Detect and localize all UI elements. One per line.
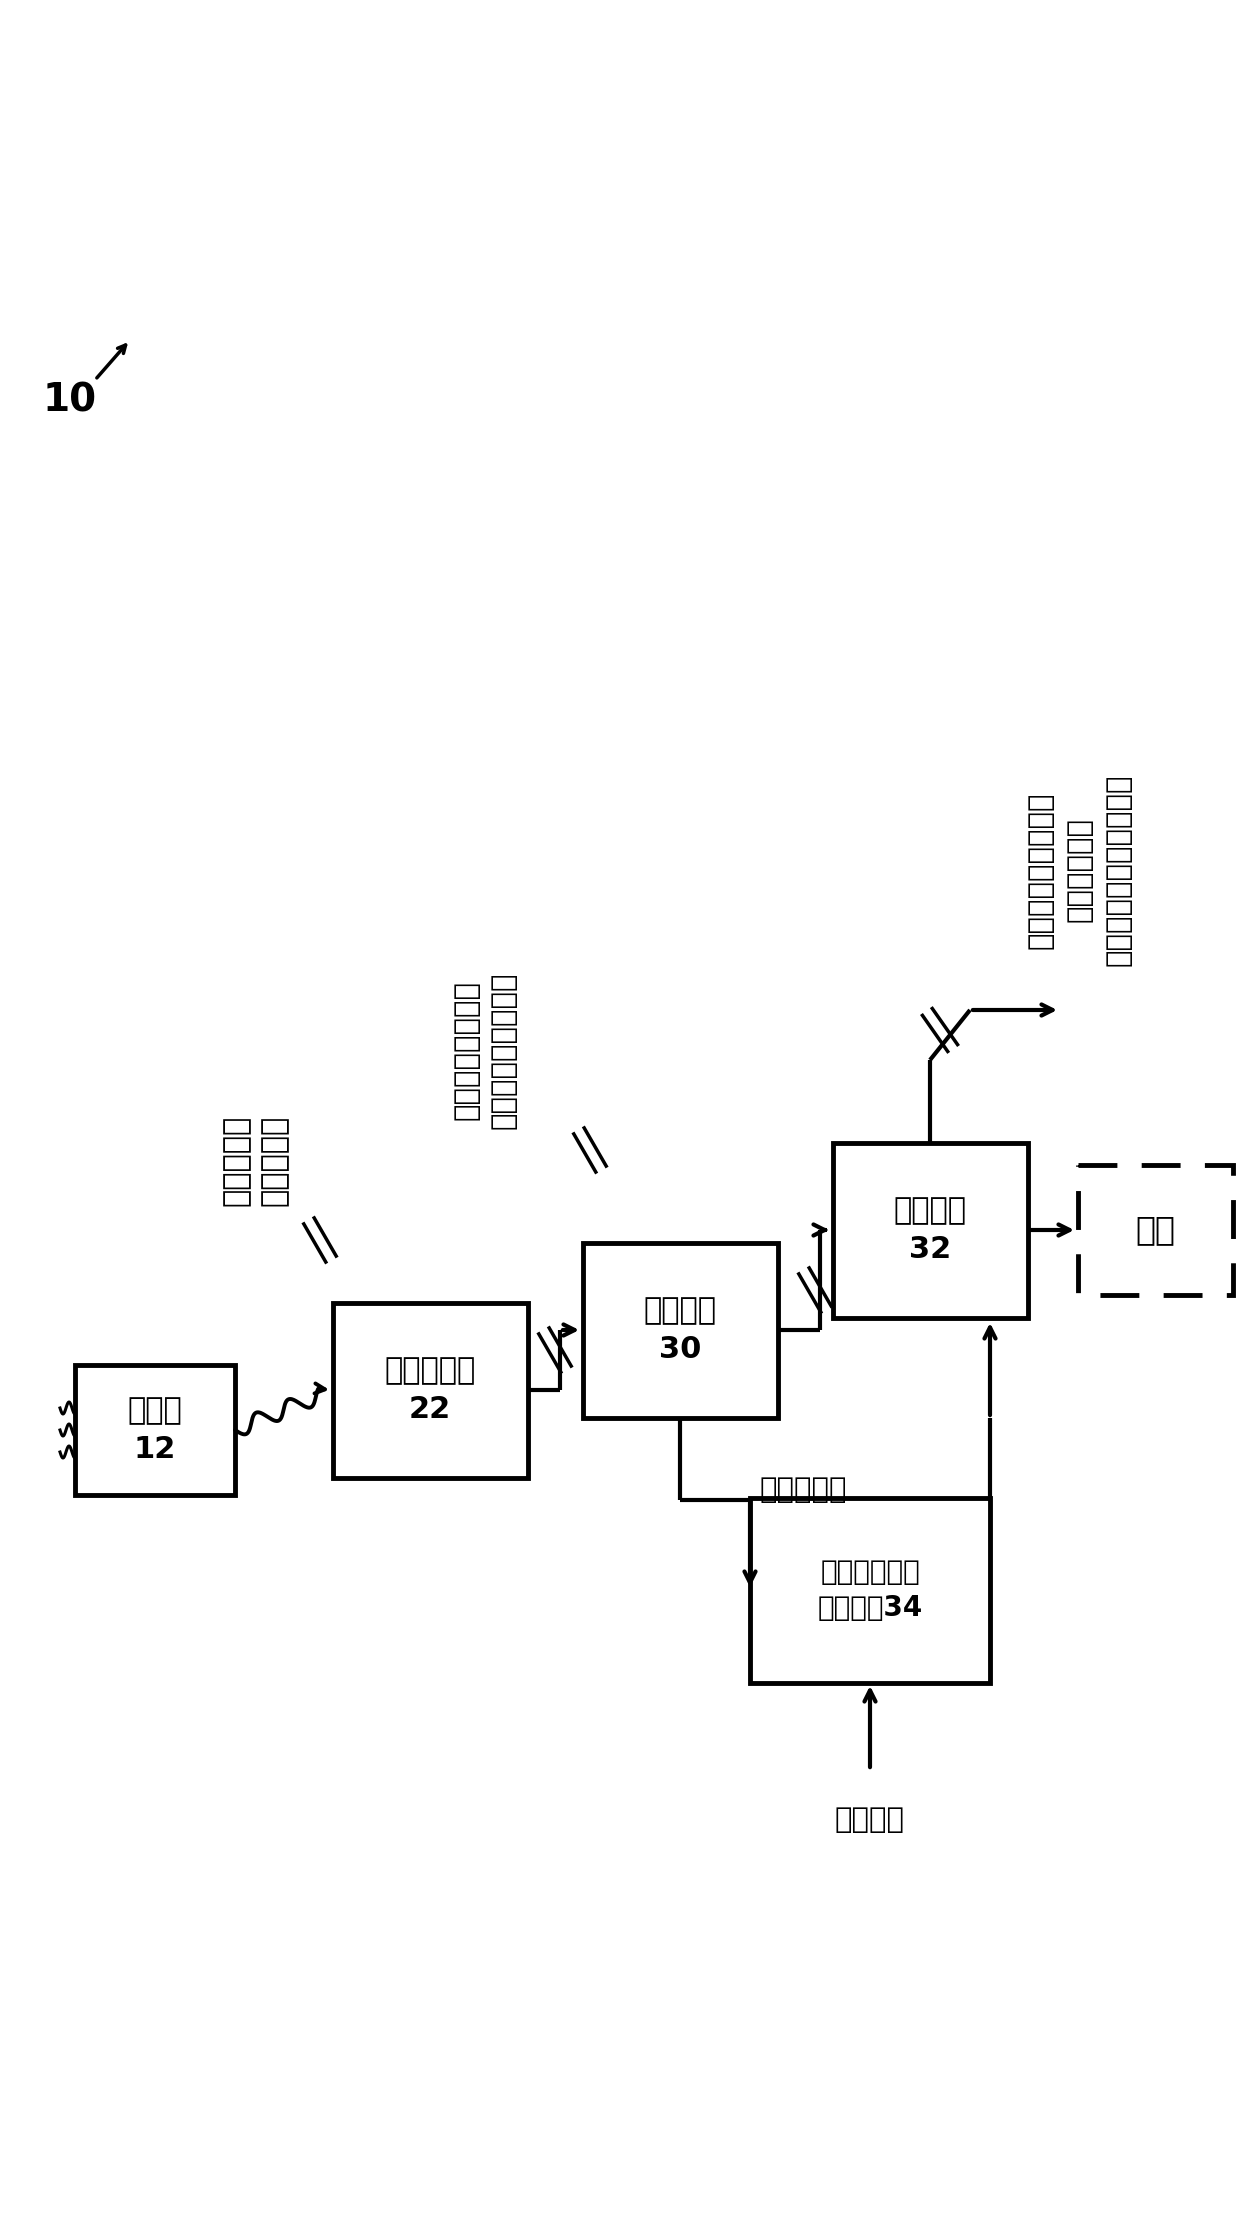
Bar — [583, 1242, 777, 1418]
Text: 评估信号例如指示
关键光是否超出规格: 评估信号例如指示 关键光是否超出规格 — [453, 971, 517, 1128]
Bar — [74, 1364, 236, 1496]
Text: 控制和／或通信信号
例如停机信号
维修报警、状态指示灯等: 控制和／或通信信号 例如停机信号 维修报警、状态指示灯等 — [1027, 775, 1133, 967]
Text: 可选的测试／
通信电路34: 可选的测试／ 通信电路34 — [817, 1559, 923, 1623]
Text: 传感器单元
22: 传感器单元 22 — [384, 1355, 476, 1425]
Text: 10: 10 — [43, 382, 97, 420]
Text: 测试／验评: 测试／验评 — [760, 1476, 847, 1505]
Bar — [750, 1498, 990, 1681]
Text: 网络通信: 网络通信 — [835, 1806, 905, 1833]
Text: 关键光
12: 关键光 12 — [128, 1396, 182, 1463]
Text: 感测的照明
参数的信号: 感测的照明 参数的信号 — [222, 1114, 289, 1206]
Text: 评估单元
30: 评估单元 30 — [644, 1297, 717, 1364]
Text: 机器: 机器 — [1135, 1213, 1176, 1246]
Text: 控制单元
32: 控制单元 32 — [894, 1197, 966, 1264]
Bar — [832, 1143, 1028, 1317]
Bar — [332, 1302, 527, 1478]
Bar — [1078, 1166, 1233, 1295]
